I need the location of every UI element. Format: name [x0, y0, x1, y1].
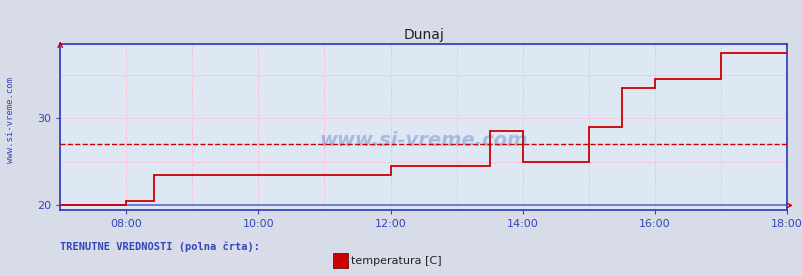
Title: Dunaj: Dunaj — [403, 28, 444, 42]
Text: temperatura [C]: temperatura [C] — [350, 256, 441, 266]
Text: TRENUTNE VREDNOSTI (polna črta):: TRENUTNE VREDNOSTI (polna črta): — [60, 241, 260, 252]
Text: www.si-vreme.com: www.si-vreme.com — [6, 77, 15, 163]
Text: www.si-vreme.com: www.si-vreme.com — [319, 131, 527, 150]
